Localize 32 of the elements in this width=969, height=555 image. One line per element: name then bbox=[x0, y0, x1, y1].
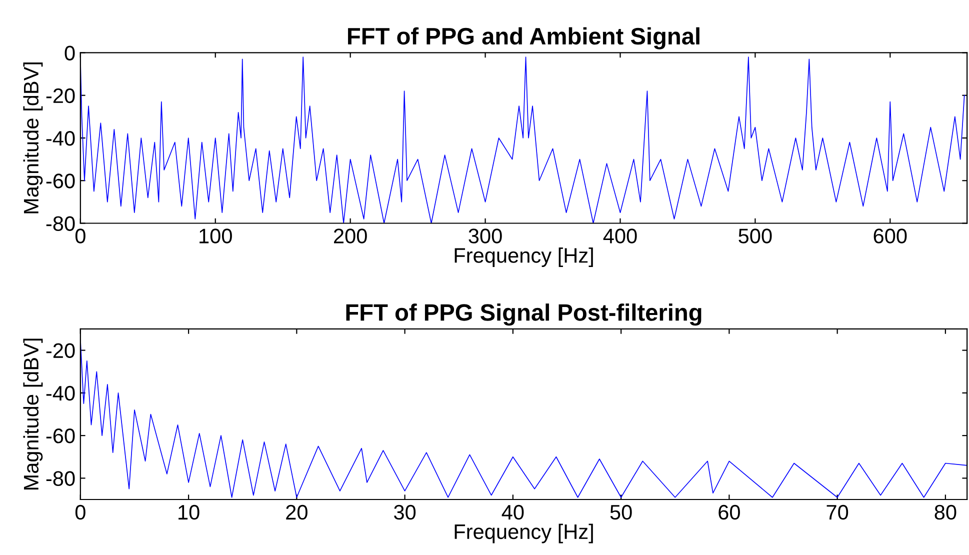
x-tick-label: 600 bbox=[874, 228, 907, 244]
y-tick-label: -60 bbox=[46, 428, 75, 444]
x-tick-label: 300 bbox=[468, 228, 502, 244]
x-axis-title: Frequency [Hz] bbox=[454, 524, 593, 544]
y-tick-label: -80 bbox=[46, 216, 75, 232]
x-tick-label: 10 bbox=[178, 504, 200, 520]
y-axis-title: Magnitude [dBV] bbox=[23, 338, 43, 490]
y-tick-label: -40 bbox=[46, 130, 75, 146]
x-tick-label: 0 bbox=[75, 228, 86, 244]
x-tick-label: 400 bbox=[603, 228, 637, 244]
y-axis-title: Magnitude [dBV] bbox=[23, 62, 43, 214]
x-tick-label: 50 bbox=[610, 504, 632, 520]
x-tick-label: 200 bbox=[334, 228, 367, 244]
x-tick-label: 40 bbox=[502, 504, 524, 520]
y-tick-label: -20 bbox=[46, 88, 75, 104]
x-tick-label: 100 bbox=[200, 228, 232, 244]
x-tick-label: 80 bbox=[934, 504, 956, 520]
y-tick-label: -20 bbox=[46, 343, 75, 358]
x-tick-label: 0 bbox=[75, 504, 86, 520]
y-tick-label: -80 bbox=[46, 471, 75, 486]
x-axis-title: Frequency [Hz] bbox=[454, 248, 593, 267]
chart-title: FFT of PPG Signal Post-filtering bbox=[346, 304, 702, 326]
x-tick-label: 70 bbox=[826, 504, 848, 520]
y-tick-label: -60 bbox=[46, 174, 75, 188]
chart-title: FFT of PPG and Ambient Signal bbox=[348, 27, 700, 50]
x-tick-label: 500 bbox=[738, 228, 772, 244]
y-tick-label: -40 bbox=[46, 386, 75, 401]
line-series bbox=[80, 56, 965, 224]
x-tick-label: 30 bbox=[394, 504, 416, 520]
y-tick-label: 0 bbox=[64, 46, 75, 60]
x-tick-label: 20 bbox=[286, 504, 308, 520]
x-tick-label: 60 bbox=[718, 504, 740, 520]
